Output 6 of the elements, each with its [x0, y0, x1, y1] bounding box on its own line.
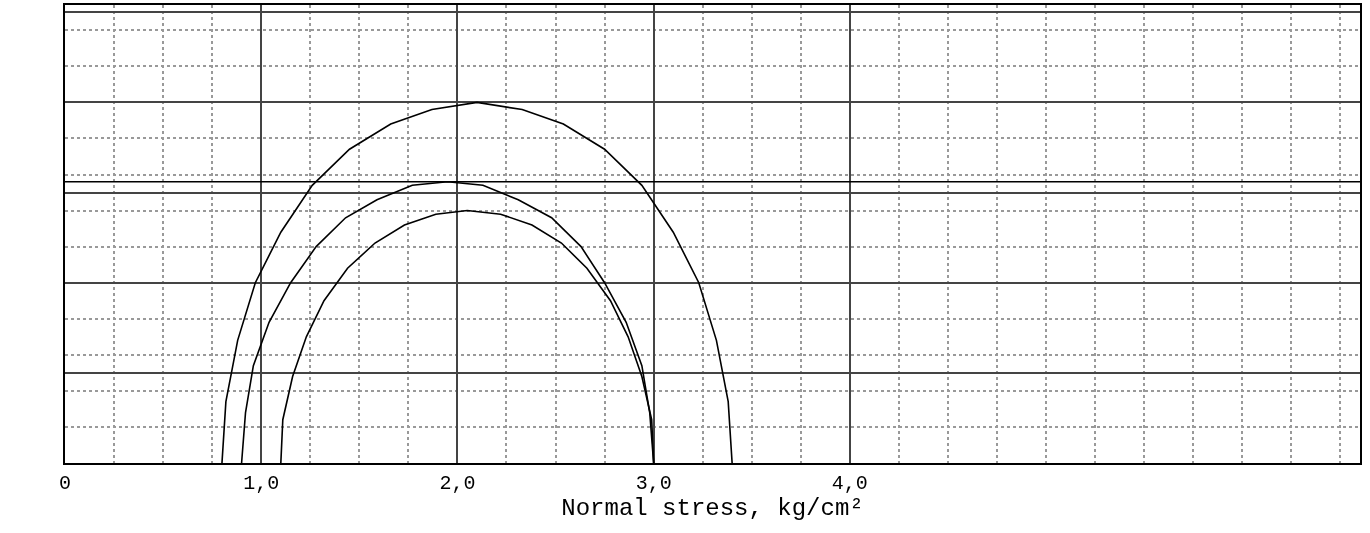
x-tick-label: 1,0	[243, 472, 280, 495]
x-tick-label: 4,0	[831, 472, 868, 495]
x-tick-label: 2,0	[439, 472, 476, 495]
x-axis-title: Normal stress, kg/cm²	[561, 495, 864, 522]
x-tick-label: 0	[58, 472, 72, 495]
x-tick-label: 3,0	[635, 472, 672, 495]
